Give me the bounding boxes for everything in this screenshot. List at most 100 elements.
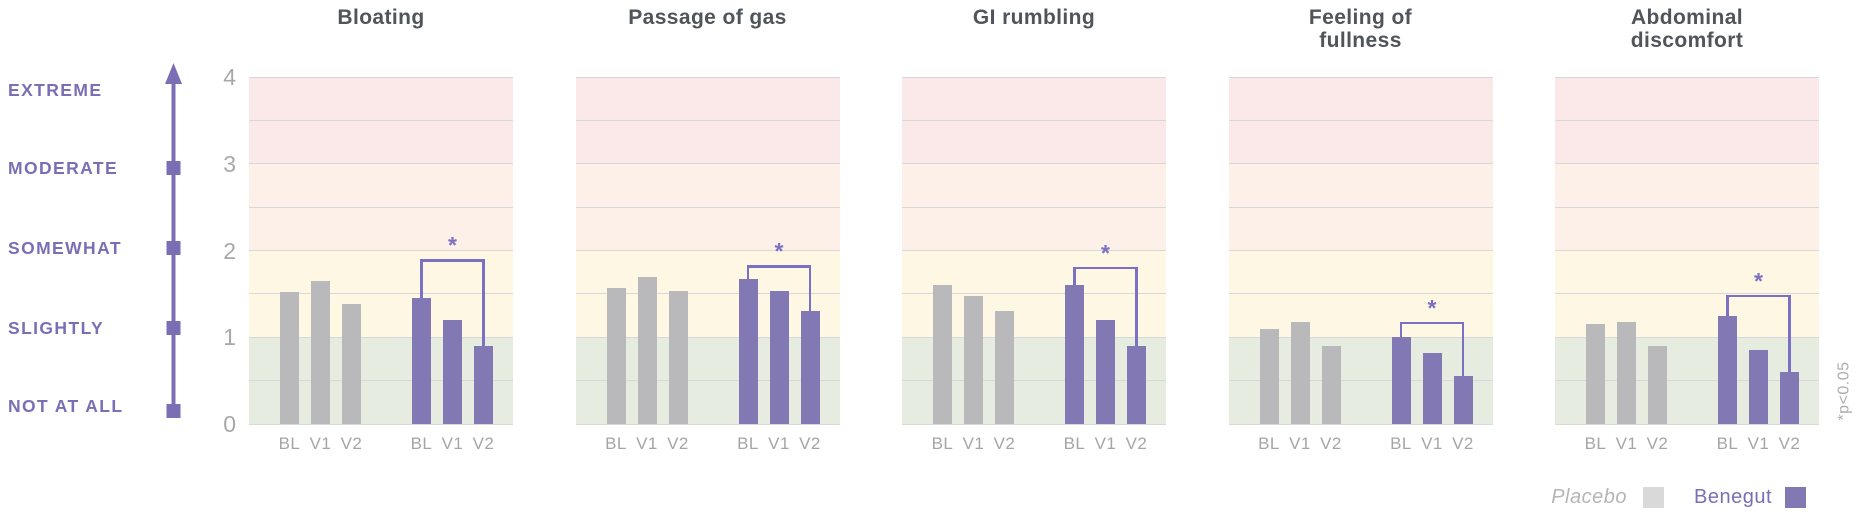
gridline (1555, 206, 1819, 208)
gridline (1555, 119, 1819, 121)
bar-benegut-v2 (1127, 345, 1146, 424)
chart-panel: BL V1 V2 BL V1 V2 * (249, 76, 513, 453)
bar-placebo-v1 (964, 295, 983, 424)
scale-label-slightly: SLIGHTLY (8, 318, 105, 338)
scale-label-extreme: EXTREME (8, 80, 103, 100)
x-tick-label: V1 (1289, 434, 1311, 453)
bar-benegut-bl (1065, 285, 1084, 424)
bar-placebo-bl (1259, 328, 1279, 424)
significance-bracket-right (1135, 266, 1138, 346)
x-tick-label: BL (737, 434, 759, 453)
bar-placebo-v2 (342, 304, 361, 424)
significance-bracket-top (1726, 294, 1791, 298)
gridline (902, 380, 1166, 382)
x-tick-label: V1 (1094, 434, 1117, 453)
gridline (902, 119, 1166, 121)
gridline (1228, 163, 1493, 165)
bar-benegut-v2 (1780, 371, 1799, 424)
panel-title: GI rumbling (972, 6, 1096, 29)
gridline (575, 119, 840, 121)
significance-asterisk: * (1754, 267, 1763, 294)
x-tick-label: V1 (441, 434, 464, 453)
gridline (1555, 250, 1819, 251)
bar-benegut-v1 (1422, 352, 1442, 424)
y-axis-tick-label: 0 (223, 411, 236, 437)
x-tick-label: V2 (667, 434, 689, 453)
bar-placebo-v1 (637, 276, 657, 424)
gridline (249, 293, 513, 295)
gridline (1228, 119, 1493, 121)
significance-asterisk: * (448, 232, 457, 259)
x-tick-label: BL (605, 434, 627, 453)
gridline (249, 206, 513, 208)
legend: Placebo Benegut (1551, 486, 1806, 509)
bar-benegut-v1 (1096, 319, 1115, 424)
significance-bracket-left (746, 265, 750, 280)
x-tick-label: V1 (962, 434, 985, 453)
gridline (1228, 380, 1493, 382)
gridline (902, 250, 1166, 251)
bar-placebo-v1 (1617, 321, 1636, 424)
gridline (902, 76, 1166, 78)
bar-placebo-v2 (1648, 345, 1667, 424)
x-tick-label: V1 (1421, 434, 1443, 453)
chart-panel: BL V1 V2 BL V1 V2 * (1555, 76, 1819, 453)
gridline (575, 76, 840, 78)
panel-title: Passage of gas (628, 6, 787, 29)
gridline (249, 380, 513, 382)
significance-bracket-left (1399, 321, 1403, 338)
legend-placebo-label: Placebo (1551, 486, 1627, 508)
bar-benegut-v1 (443, 319, 462, 424)
significance-footnote: *p<0.05 (1835, 361, 1853, 421)
scale-label-moderate: MODERATE (8, 158, 119, 178)
gridline (575, 336, 840, 338)
bar-placebo-v2 (1321, 345, 1341, 424)
y-axis-tick-label: 4 (223, 64, 236, 90)
panel-title: Abdominal discomfort (1630, 6, 1744, 52)
significance-asterisk: * (1427, 294, 1437, 321)
gridline (249, 76, 513, 78)
bar-benegut-v2 (800, 311, 820, 424)
significance-bracket-right (482, 259, 485, 346)
gridline (575, 163, 840, 165)
gridline (1228, 293, 1493, 295)
x-tick-label: V2 (1778, 434, 1801, 453)
bar-benegut-v2 (1453, 376, 1473, 424)
gridline (1555, 293, 1819, 295)
severity-scale-arrow (165, 63, 182, 418)
bar-benegut-bl (1391, 337, 1411, 424)
x-tick-label: BL (931, 434, 954, 453)
gridline (249, 336, 513, 338)
x-tick-label: BL (410, 434, 433, 453)
gridline (575, 206, 840, 208)
x-tick-label: V2 (1320, 434, 1342, 453)
bar-benegut-bl (412, 298, 431, 424)
x-tick-label: V2 (1646, 434, 1669, 453)
x-tick-label: V1 (1615, 434, 1638, 453)
bar-placebo-bl (606, 287, 626, 424)
legend-benegut-label: Benegut (1693, 486, 1772, 508)
legend-placebo-swatch (1642, 487, 1664, 508)
x-tick-label: BL (1584, 434, 1607, 453)
gridline (575, 250, 840, 251)
significance-bracket-top (1399, 321, 1465, 325)
x-tick-label: V1 (1747, 434, 1770, 453)
panel-title: Bloating (337, 6, 425, 29)
x-tick-label: BL (1063, 434, 1086, 453)
gridline (902, 163, 1166, 165)
y-axis-tick-label: 1 (223, 324, 236, 351)
x-tick-label: BL (278, 434, 301, 453)
x-tick-label: V2 (1452, 434, 1474, 453)
significance-bracket-left (1726, 294, 1729, 317)
gridline (575, 380, 840, 382)
gridline (249, 119, 513, 121)
gridline (1228, 423, 1493, 425)
bar-placebo-v2 (668, 291, 688, 424)
bar-placebo-bl (933, 285, 952, 424)
gridline (1228, 336, 1493, 338)
y-axis-tick-label: 2 (223, 237, 236, 264)
chart-panel: BL V1 V2 BL V1 V2 * (902, 76, 1166, 453)
x-tick-label: BL (1258, 434, 1280, 453)
x-tick-label: BL (1716, 434, 1739, 453)
